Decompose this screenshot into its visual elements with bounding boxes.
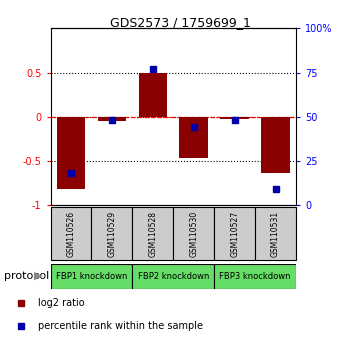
Text: GSM110528: GSM110528	[148, 211, 157, 257]
Bar	[57, 117, 85, 189]
Bar	[51, 207, 91, 260]
Text: ▶: ▶	[34, 271, 43, 281]
Text: GSM110526: GSM110526	[66, 211, 75, 257]
Bar	[214, 207, 255, 260]
Bar	[132, 207, 173, 260]
Bar	[179, 117, 208, 159]
Bar	[97, 117, 126, 121]
Bar	[91, 207, 132, 260]
Text: GSM110529: GSM110529	[108, 211, 116, 257]
Bar	[261, 117, 290, 172]
Bar	[214, 264, 296, 289]
Text: GSM110530: GSM110530	[189, 211, 198, 257]
Bar	[132, 264, 214, 289]
Bar	[220, 117, 249, 120]
Text: FBP3 knockdown: FBP3 knockdown	[219, 272, 291, 281]
Text: percentile rank within the sample: percentile rank within the sample	[38, 321, 203, 331]
Text: GSM110527: GSM110527	[230, 211, 239, 257]
Text: GSM110531: GSM110531	[271, 211, 280, 257]
Bar	[173, 207, 214, 260]
Text: log2 ratio: log2 ratio	[38, 298, 85, 308]
Text: FBP2 knockdown: FBP2 knockdown	[138, 272, 209, 281]
Bar	[139, 73, 167, 117]
Bar	[255, 207, 296, 260]
Text: GDS2573 / 1759699_1: GDS2573 / 1759699_1	[110, 16, 251, 29]
Text: FBP1 knockdown: FBP1 knockdown	[56, 272, 127, 281]
Bar	[51, 264, 132, 289]
Text: protocol: protocol	[4, 271, 49, 281]
